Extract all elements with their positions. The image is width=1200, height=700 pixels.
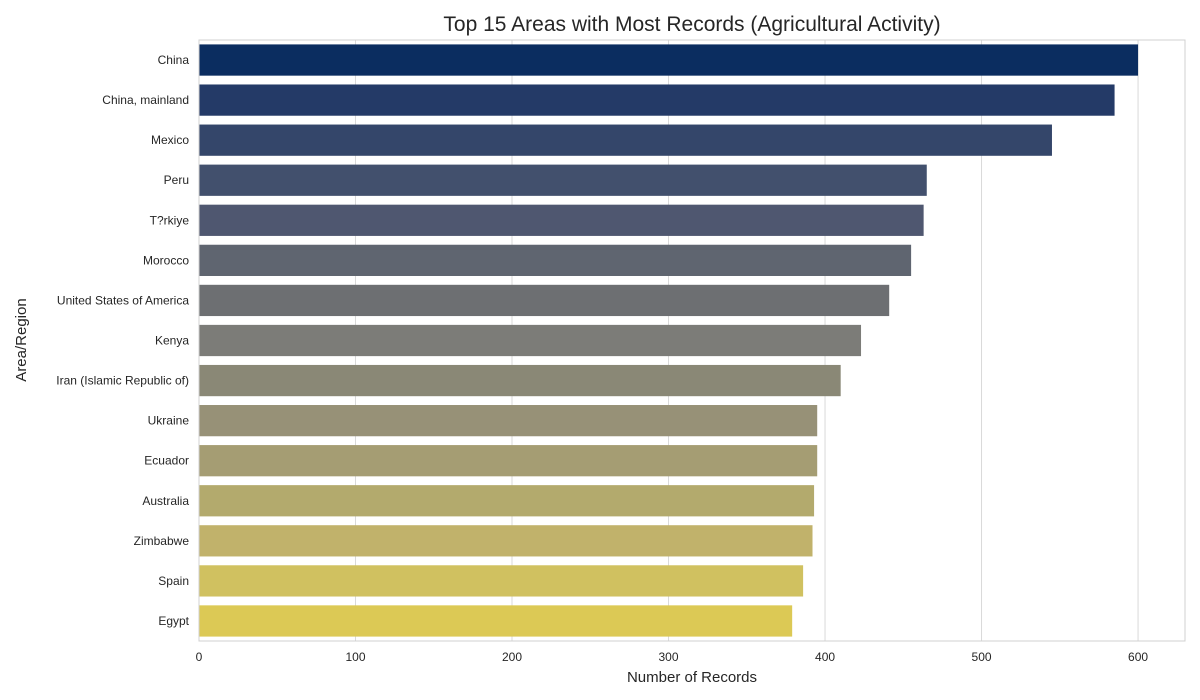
bar (199, 405, 818, 437)
y-tick-label: Australia (142, 494, 189, 508)
bar (199, 84, 1115, 116)
bar (199, 44, 1139, 76)
x-axis-label: Number of Records (627, 669, 757, 686)
y-tick-label: T?rkiye (150, 213, 190, 227)
plot-frame (198, 39, 1186, 642)
bar (199, 565, 804, 597)
y-tick-label: Peru (164, 173, 189, 187)
y-tick-label: Zimbabwe (134, 534, 190, 548)
y-tick-label: United States of America (57, 293, 189, 307)
y-tick-label: Ecuador (144, 454, 189, 468)
bar (199, 324, 862, 357)
x-tick-label: 300 (659, 650, 679, 664)
y-tick-label: Iran (Islamic Republic of) (56, 374, 189, 388)
y-tick-label: Ukraine (148, 414, 190, 428)
bar (199, 445, 818, 477)
bar (199, 284, 890, 317)
bar (199, 164, 927, 196)
bar (199, 605, 793, 637)
y-tick-label: Spain (158, 574, 189, 588)
x-tick-label: 400 (815, 650, 835, 664)
y-tick-label: Morocco (143, 253, 189, 267)
bar (199, 364, 841, 397)
y-axis-label: Area/Region (13, 298, 30, 381)
x-tick-label: 100 (345, 650, 365, 664)
bar (199, 124, 1052, 156)
x-tick-label: 200 (502, 650, 522, 664)
bars (199, 44, 1139, 637)
bar (199, 244, 912, 276)
x-tick-label: 0 (196, 650, 203, 664)
y-tick-label: Kenya (155, 334, 189, 348)
y-tick-labels: China China, mainland Mexico Peru T?rkiye Mor… (56, 53, 189, 628)
bar (199, 204, 924, 236)
x-tick-label: 600 (1128, 650, 1148, 664)
x-tick-labels: 0 100 200 300 400 500 600 (196, 650, 1149, 664)
chart-title: Top 15 Areas with Most Records (Agricult… (443, 13, 940, 36)
x-tick-label: 500 (972, 650, 992, 664)
bar (199, 525, 813, 557)
y-tick-label: China, mainland (102, 93, 189, 107)
y-tick-label: China (158, 53, 190, 67)
bar (199, 485, 815, 517)
y-tick-label: Egypt (158, 614, 189, 628)
y-tick-label: Mexico (151, 133, 189, 147)
